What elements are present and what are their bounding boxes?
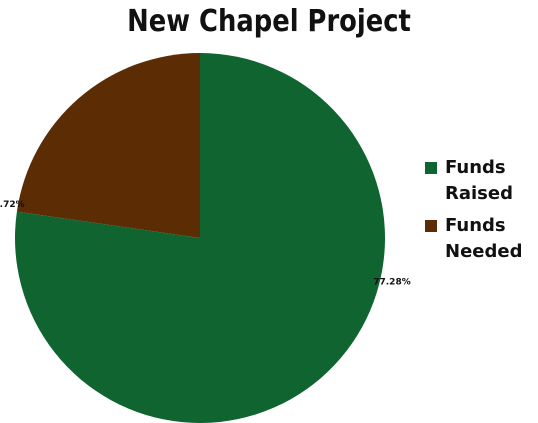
pie-slices (15, 53, 386, 423)
legend-label-funds-raised: Funds Raised (445, 157, 513, 204)
chart-title: New Chapel Project (127, 4, 411, 39)
pie-value-labels: 77.28% 22.72% (0, 200, 411, 288)
legend: Funds Raised Funds Needed (425, 155, 535, 271)
legend-swatch-funds-raised (425, 162, 437, 174)
pie-value-label-1: 22.72% (0, 200, 25, 210)
legend-swatch-funds-needed (425, 220, 437, 232)
pie-value-label-0: 77.28% (373, 278, 411, 288)
pie-slice-0 (15, 53, 386, 423)
pie-slice-1 (16, 53, 201, 238)
legend-item-funds-raised: Funds Raised (425, 155, 535, 207)
legend-item-funds-needed: Funds Needed (425, 213, 535, 265)
legend-label-funds-needed: Funds Needed (445, 215, 523, 262)
